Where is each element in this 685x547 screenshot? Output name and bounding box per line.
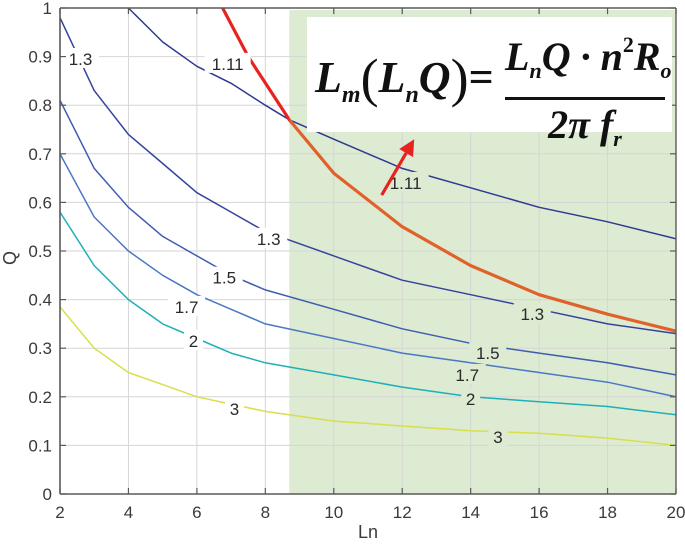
arrow-head-icon bbox=[399, 139, 415, 158]
contour-label-bg bbox=[62, 48, 100, 69]
contour-label-bg bbox=[168, 295, 206, 316]
x-tick-label: 8 bbox=[261, 503, 270, 522]
contour-label: 1.7 bbox=[175, 298, 199, 317]
contour-label-bg bbox=[513, 303, 551, 324]
formula-close-paren: ) bbox=[450, 48, 469, 108]
contour-label: 3 bbox=[230, 400, 239, 419]
contour-label-bg bbox=[382, 171, 429, 192]
boundary-curve bbox=[221, 8, 676, 333]
contour-label: 1.3 bbox=[257, 230, 281, 249]
formula-open-paren: ( bbox=[360, 48, 379, 108]
y-tick-label: 0.8 bbox=[28, 96, 52, 115]
contour-label: 3 bbox=[493, 428, 502, 447]
tick-labels: 2 4 6 8 10 12 14 16 18 2000.10.20.30.40.50.60.70.… bbox=[28, 0, 685, 522]
y-tick-label: 0.7 bbox=[28, 145, 52, 164]
num-r-sub: o bbox=[660, 58, 672, 83]
formula-lhs: Lm(LnQ)= bbox=[315, 47, 494, 109]
formula-box: Lm(LnQ)= LnQ · n2Ro 2π fr bbox=[307, 17, 672, 151]
contour-line-1-5 bbox=[60, 99, 676, 376]
formula-ln-sub: n bbox=[405, 82, 419, 108]
contour-label-bg bbox=[204, 52, 251, 73]
num-r: R bbox=[633, 34, 661, 79]
x-tick-label: 4 bbox=[124, 503, 133, 522]
num-l-sub: n bbox=[529, 58, 542, 83]
formula-numerator: LnQ · n2Ro bbox=[505, 21, 672, 95]
x-tick-label: 12 bbox=[393, 503, 412, 522]
x-tick-label: 18 bbox=[598, 503, 617, 522]
y-tick-label: 0.6 bbox=[28, 193, 52, 212]
num-l: L bbox=[505, 34, 530, 79]
y-tick-label: 0.2 bbox=[28, 388, 52, 407]
num-q-n: Q · n bbox=[541, 34, 623, 79]
x-tick-label: 14 bbox=[461, 503, 480, 522]
den-sub: r bbox=[613, 126, 622, 151]
contour-label: 1.5 bbox=[476, 344, 500, 363]
formula-lm-sub: m bbox=[341, 82, 361, 108]
contour-label-bg bbox=[250, 227, 288, 248]
axes bbox=[59, 7, 677, 495]
contour-line-1-7 bbox=[60, 153, 676, 398]
arrow-shaft bbox=[380, 152, 408, 196]
contour-label-bg bbox=[448, 363, 486, 384]
contour-label: 1.11 bbox=[212, 55, 244, 74]
contour-line-2 bbox=[60, 211, 676, 416]
formula-ln: L bbox=[378, 53, 406, 102]
y-tick-label: 1 bbox=[43, 0, 52, 18]
y-tick-label: 0.3 bbox=[28, 339, 52, 358]
contour-label-bg bbox=[488, 426, 508, 447]
contour-label: 1.11 bbox=[390, 174, 422, 193]
contour-label-bg bbox=[461, 388, 481, 409]
contour-label: 2 bbox=[466, 390, 475, 409]
y-tick-label: 0.1 bbox=[28, 436, 52, 455]
direction-arrow bbox=[380, 139, 415, 196]
formula-fraction: LnQ · n2Ro 2π fr bbox=[505, 21, 672, 164]
inductance-formula: Lm(LnQ)= LnQ · n2Ro 2π fr bbox=[307, 17, 672, 151]
x-tick-label: 20 bbox=[667, 503, 685, 522]
contour-label-bg bbox=[225, 397, 245, 418]
formula-equals: = bbox=[468, 53, 494, 102]
x-tick-label: 10 bbox=[324, 503, 343, 522]
y-axis-label: Q bbox=[0, 251, 20, 265]
fraction-bar bbox=[505, 97, 665, 100]
y-tick-label: 0.9 bbox=[28, 48, 52, 67]
contour-label-bg bbox=[183, 329, 203, 350]
contour-label-bg bbox=[205, 266, 243, 287]
contour-label: 1.7 bbox=[455, 366, 479, 385]
contour-label: 1.3 bbox=[520, 305, 544, 324]
x-tick-label: 16 bbox=[530, 503, 549, 522]
x-tick-label: 6 bbox=[192, 503, 201, 522]
contour-line-3 bbox=[60, 306, 676, 447]
y-tick-label: 0.4 bbox=[28, 291, 52, 310]
den-main: 2π f bbox=[548, 102, 614, 147]
x-axis-label: Ln bbox=[358, 522, 378, 542]
x-tick-label: 2 bbox=[55, 503, 64, 522]
formula-q: Q bbox=[418, 53, 451, 102]
formula-lm: L bbox=[315, 53, 342, 102]
contour-label: 2 bbox=[189, 332, 198, 351]
y-tick-label: 0.5 bbox=[28, 242, 52, 261]
contour-label: 1.3 bbox=[69, 50, 93, 69]
contour-label: 1.5 bbox=[212, 269, 236, 288]
y-tick-label: 0 bbox=[43, 485, 52, 504]
formula-denominator: 2π fr bbox=[505, 100, 665, 164]
contour-label-bg bbox=[469, 342, 507, 363]
num-sup: 2 bbox=[622, 32, 634, 57]
